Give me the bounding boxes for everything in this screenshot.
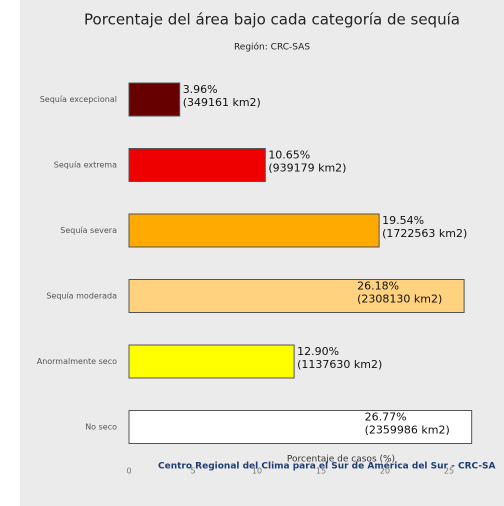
value-label: 10.65%	[268, 149, 310, 162]
x-tick-label: 10	[252, 467, 262, 476]
y-tick-label: Sequía severa	[60, 226, 117, 235]
value-label: 19.54%	[382, 214, 424, 227]
x-tick-label: 0	[126, 467, 131, 476]
bar	[128, 213, 380, 248]
x-tick-label: 25	[444, 467, 454, 476]
area-label: (349161 km2)	[183, 96, 261, 109]
area-label: (1722563 km2)	[382, 227, 467, 240]
x-axis-label: Porcentaje de casos (%)	[287, 455, 395, 465]
area-label: (939179 km2)	[268, 162, 346, 175]
value-label: 12.90%	[297, 345, 339, 358]
footer: Centro Regional del Clima para el Sur de…	[158, 461, 496, 472]
value-label: 26.77%	[365, 411, 407, 424]
area-label: (2359986 km2)	[365, 424, 450, 437]
x-tick-label: 15	[316, 467, 326, 476]
area-label: (1137630 km2)	[297, 358, 382, 371]
chart-title: Porcentaje del área bajo cada categoría …	[84, 11, 460, 29]
value-label: 26.18%	[357, 280, 399, 293]
area-label: (2308130 km2)	[357, 293, 442, 306]
value-label: 3.96%	[183, 83, 218, 96]
bar	[128, 279, 465, 313]
y-tick-label: Sequía extrema	[54, 161, 117, 170]
y-tick-label: Sequía excepcional	[40, 95, 117, 104]
x-tick-label: 5	[190, 467, 195, 476]
bar	[128, 82, 181, 117]
x-tick-label: 20	[380, 467, 390, 476]
bar	[128, 344, 295, 379]
y-tick-label: Anormalmente seco	[37, 357, 117, 366]
chart-subtitle: Región: CRC-SAS	[234, 42, 310, 53]
y-tick-label: Sequía moderada	[46, 292, 117, 301]
bar	[128, 148, 266, 182]
y-tick-label: No seco	[85, 423, 117, 432]
bar	[128, 410, 473, 444]
